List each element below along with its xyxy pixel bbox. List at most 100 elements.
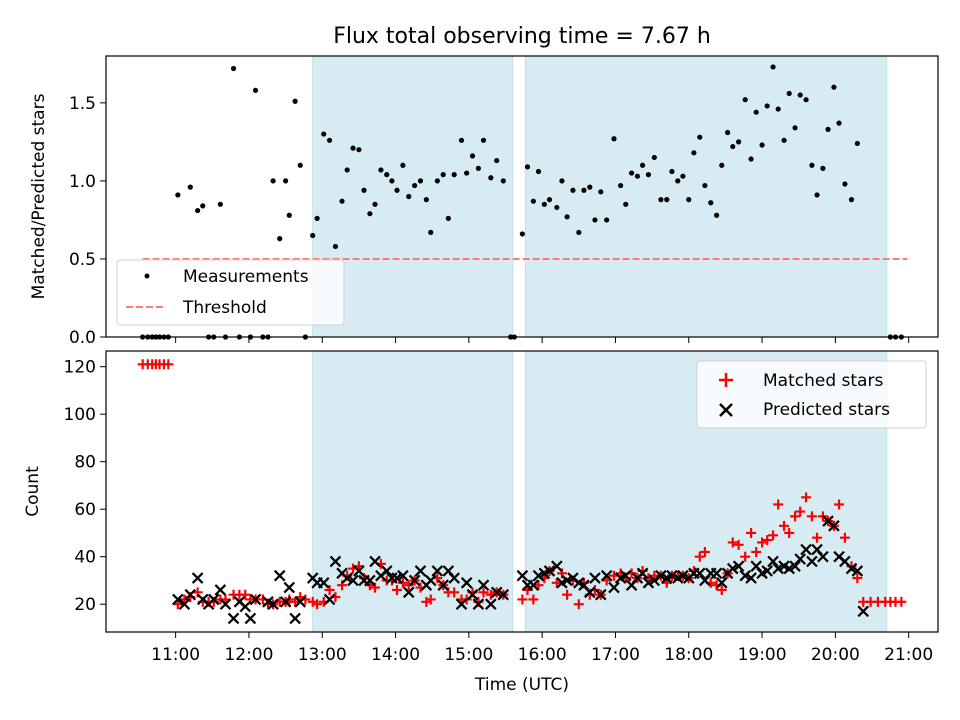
predicted-stars-point (364, 574, 376, 587)
predicted-stars-point (249, 593, 262, 606)
count-x-tick-label: 15:00 (444, 645, 493, 665)
matched-stars-point (573, 599, 584, 610)
predicted-stars-point (851, 565, 864, 577)
count-y-tick-label: 100 (64, 405, 96, 425)
time-x-axis-label: Time (UTC) (474, 675, 569, 695)
measurement-point (451, 172, 457, 178)
measurement-point (535, 168, 542, 175)
legend-threshold-label: Threshold (182, 298, 267, 318)
matched-stars-point (716, 584, 727, 595)
matched-stars-point (790, 511, 801, 522)
measurement-point (230, 65, 237, 72)
ratio-y-tick-label: 0.0 (69, 328, 96, 348)
predicted-stars-point (595, 588, 607, 601)
ratio-y-axis-label: Matched/Predicted stars (29, 93, 49, 299)
measurement-point (664, 197, 670, 203)
legend-matched-marker (719, 373, 733, 387)
matched-stars-point (839, 532, 850, 543)
measurement-point (326, 137, 333, 143)
predicted-stars-point (391, 572, 403, 584)
predicted-stars-point (732, 560, 745, 572)
predicted-stars-point (347, 574, 359, 587)
predicted-stars-point (455, 598, 468, 610)
ratio-panel: 0.0 0.5 1.0 1.5 Matched/Predicted stars Mea… (29, 55, 939, 348)
count-x-tick-label: 21:00 (884, 645, 933, 665)
measurement-point (836, 120, 842, 126)
predicted-stars-point (817, 550, 829, 563)
predicted-stars-point (283, 581, 296, 594)
measurement-point (384, 172, 390, 178)
ratio-x-axis (175, 337, 910, 343)
predicted-stars-point (789, 560, 801, 572)
measurement-point (759, 142, 765, 148)
measurement-point (524, 164, 531, 170)
matched-stars-point (403, 580, 414, 591)
measurement-point (464, 170, 470, 176)
measurement-point (820, 165, 826, 171)
matched-stars-point (528, 594, 539, 605)
predicted-stars-point (857, 605, 870, 618)
matched-stars-point (795, 506, 806, 517)
measurement-point (297, 162, 303, 168)
measurement-point (321, 131, 327, 137)
matched-stars-point (517, 594, 528, 605)
count-x-axis: 11:00 12:00 13:00 14:00 15:00 16:00 17:00 18:00… (151, 632, 933, 665)
predicted-stars-point (279, 596, 292, 608)
measurement-point (842, 181, 848, 187)
ratio-legend: Measurements Threshold (116, 259, 345, 326)
measurement-point (814, 192, 820, 198)
matched-stars-point (768, 530, 779, 541)
predicted-stars-point (214, 584, 227, 596)
predicted-stars-point (783, 562, 795, 575)
measurement-point (445, 215, 451, 221)
matched-stars-point (896, 596, 907, 607)
count-x-tick-label: 14:00 (371, 645, 420, 665)
predicted-stars-point (414, 565, 427, 577)
predicted-stars-point (636, 567, 649, 580)
measurement-point (394, 187, 400, 193)
measurement-point (367, 211, 373, 217)
measurement-point (628, 170, 635, 176)
count-axes-frame (105, 350, 939, 633)
matched-stars-point (397, 577, 408, 588)
predicted-stars-point (172, 593, 184, 606)
measurement-point (587, 184, 593, 190)
measurement-point (775, 106, 781, 112)
matched-stars-point (806, 511, 817, 522)
predicted-stars-point (794, 553, 806, 565)
measurement-point (675, 178, 681, 184)
predicted-stars-point (191, 572, 204, 584)
predicted-stars-point (219, 598, 232, 610)
measurement-point (691, 150, 697, 156)
predicted-stars-point (543, 565, 556, 577)
measurement-point (592, 217, 598, 223)
measurement-point (581, 187, 587, 193)
measurement-point (378, 167, 384, 173)
measurement-point (332, 243, 339, 250)
predicted-stars-point (397, 569, 409, 582)
predicted-stars-point (497, 588, 510, 601)
measurement-point (339, 198, 345, 204)
predicted-stars-point (761, 565, 773, 577)
measurement-point (530, 198, 536, 204)
measurement-point (423, 197, 429, 203)
predicted-stars-point (642, 577, 655, 589)
matched-stars-point (699, 546, 710, 557)
predicted-stars-point (600, 569, 613, 582)
ratio-axes-frame (105, 55, 939, 338)
count-x-tick-label: 19:00 (738, 645, 787, 665)
measurement-point (175, 192, 181, 198)
count-legend-box (696, 360, 927, 429)
measurement-point (361, 187, 367, 193)
measurement-point (669, 168, 675, 175)
matched-stars-point (727, 537, 738, 548)
measurement-point (200, 203, 206, 209)
matched-stars-point (533, 580, 544, 591)
measurement-point (623, 201, 629, 207)
measurement-point (725, 129, 731, 136)
measurement-point (270, 178, 276, 184)
predicted-stars-point (437, 579, 449, 591)
predicted-stars-point (828, 520, 840, 532)
predicted-stars-point (490, 586, 503, 599)
matched-stars-point (449, 587, 460, 598)
